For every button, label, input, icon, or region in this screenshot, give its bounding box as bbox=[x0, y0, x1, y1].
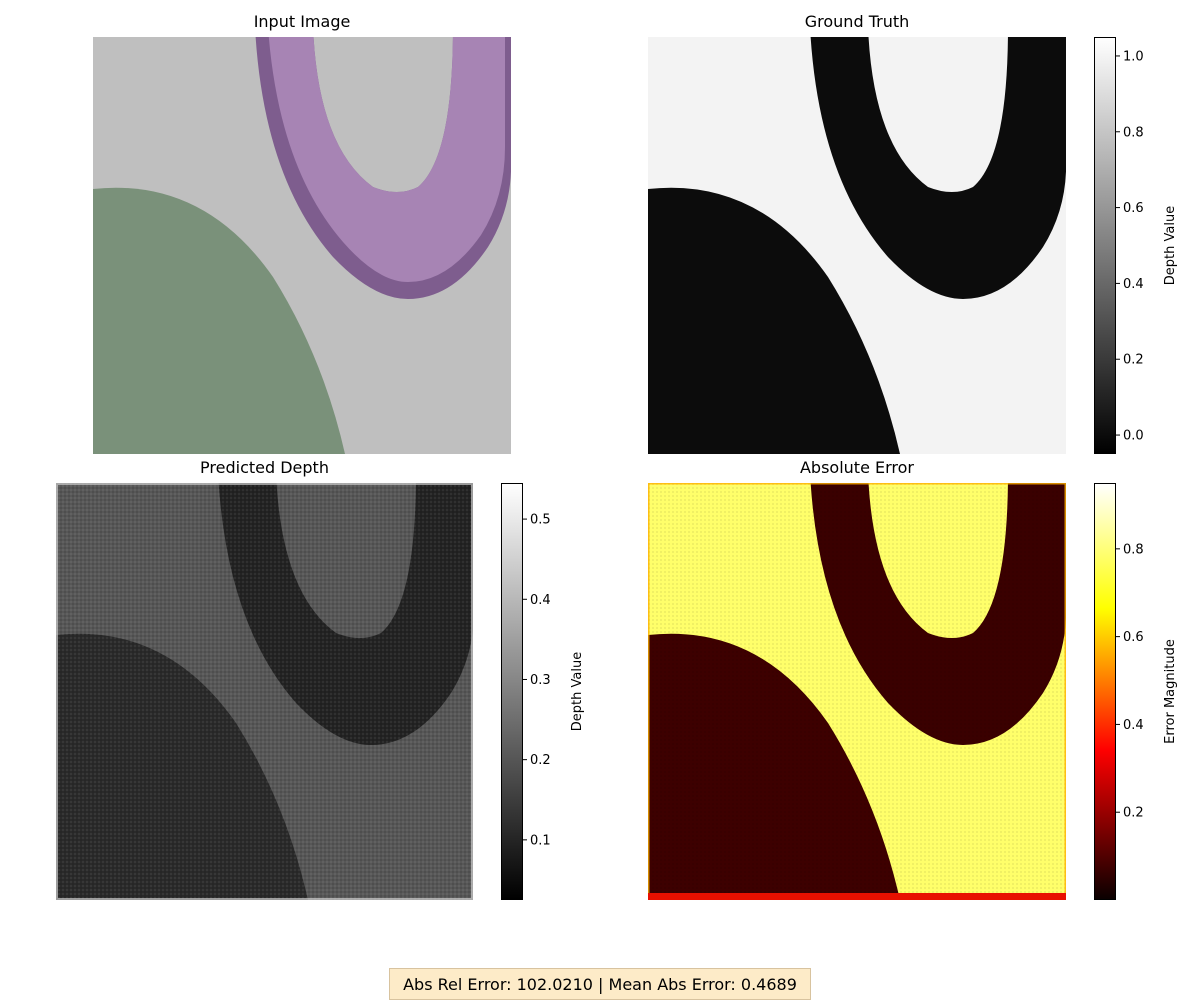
err-noise-texture bbox=[648, 483, 1066, 900]
colorbar-gradient bbox=[1094, 483, 1116, 900]
colorbar-tick-label: 0.6 bbox=[1123, 201, 1144, 216]
title-predicted-depth: Predicted Depth bbox=[200, 458, 329, 477]
gt-torus-region bbox=[810, 37, 1066, 299]
colorbar-tick-label: 0.8 bbox=[1123, 542, 1144, 557]
colorbar-axis-label: Error Magnitude bbox=[1163, 639, 1178, 744]
title-absolute-error: Absolute Error bbox=[799, 458, 914, 477]
colorbar-tick-label: 0.8 bbox=[1123, 125, 1144, 140]
colorbar-tick-label: 0.1 bbox=[530, 833, 551, 848]
ground-truth-panel bbox=[648, 37, 1066, 454]
colorbar-tick-label: 0.6 bbox=[1123, 630, 1144, 645]
pred-noise-texture bbox=[56, 483, 473, 900]
colorbar-axis-label: Depth Value bbox=[1163, 206, 1178, 285]
colorbar-axis-label: Depth Value bbox=[570, 652, 585, 731]
gt-object-region bbox=[648, 187, 900, 454]
colorbar-tick-label: 0.4 bbox=[1123, 718, 1144, 733]
metrics-text: Abs Rel Error: 102.0210 | Mean Abs Error… bbox=[403, 974, 797, 994]
colorbar-tick-label: 0.5 bbox=[530, 513, 551, 528]
colorbar-tick-label: 0.2 bbox=[530, 753, 551, 768]
colorbar-tick-label: 0.2 bbox=[1123, 806, 1144, 821]
colorbar-tick-label: 0.0 bbox=[1123, 429, 1144, 444]
metrics-footer: Abs Rel Error: 102.0210 | Mean Abs Error… bbox=[389, 968, 811, 1000]
colorbar-ground-truth: 0.0 0.2 0.4 0.6 0.8 1.0 Depth Value bbox=[1094, 37, 1178, 454]
colorbar-absolute-error: 0.2 0.4 0.6 0.8 Error Magnitude bbox=[1094, 483, 1178, 900]
colorbar-tick-label: 1.0 bbox=[1123, 49, 1144, 64]
input-torus-body bbox=[268, 37, 505, 282]
absolute-error-panel bbox=[648, 483, 1066, 900]
colorbar-tick-label: 0.2 bbox=[1123, 353, 1144, 368]
title-input-image: Input Image bbox=[253, 12, 351, 31]
colorbar-predicted-depth: 0.1 0.2 0.3 0.4 0.5 Depth Value bbox=[501, 483, 585, 900]
colorbar-tick-label: 0.4 bbox=[1123, 277, 1144, 292]
input-image-panel bbox=[93, 37, 511, 454]
input-green-region bbox=[93, 187, 345, 454]
predicted-depth-panel bbox=[56, 483, 473, 900]
colorbar-tick-label: 0.4 bbox=[530, 593, 551, 608]
colorbar-tick-label: 0.3 bbox=[530, 673, 551, 688]
title-ground-truth: Ground Truth bbox=[804, 12, 910, 31]
colorbar-gradient bbox=[501, 483, 523, 900]
colorbar-gradient bbox=[1094, 37, 1116, 454]
